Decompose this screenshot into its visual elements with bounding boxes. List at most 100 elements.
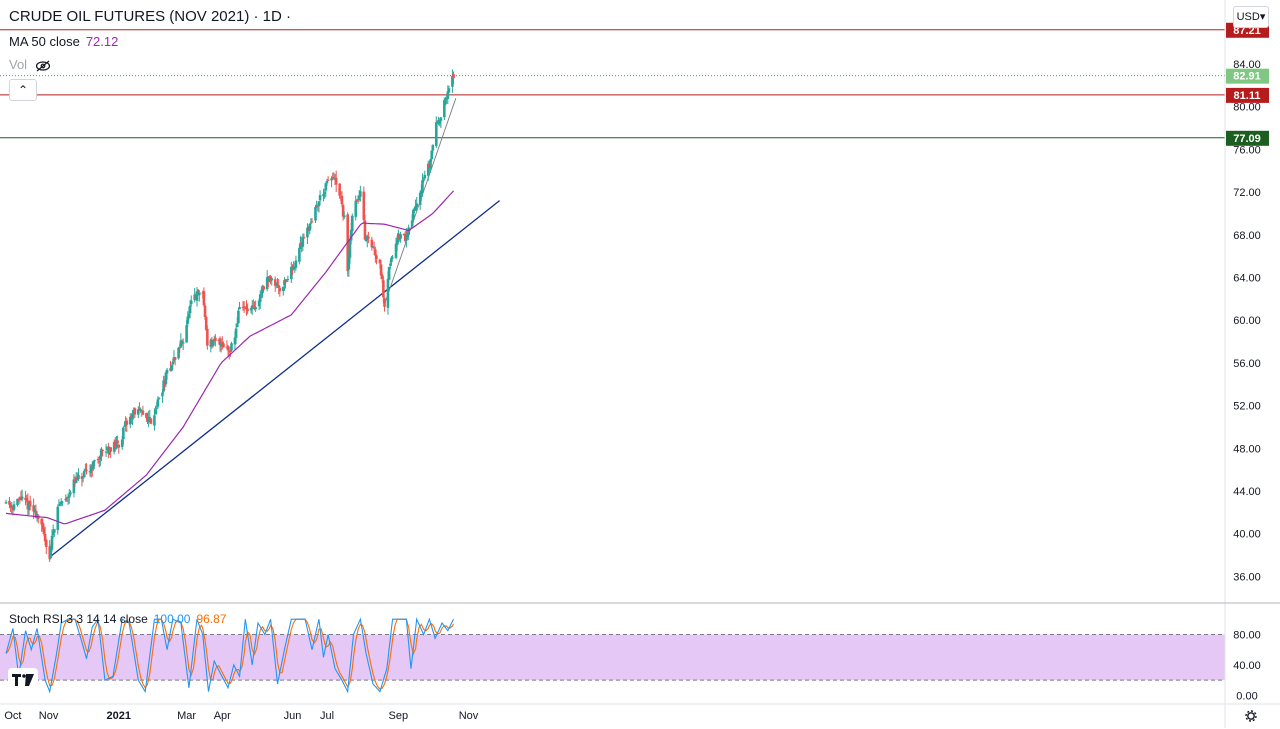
candle-body [226, 346, 230, 351]
candle-body [431, 144, 435, 151]
candle-body [341, 205, 345, 217]
candle-body [81, 477, 85, 479]
ma-legend[interactable]: MA 50 close 72.12 [9, 34, 118, 49]
candle-body [204, 316, 208, 330]
candle-body [322, 194, 325, 197]
candle-body [399, 234, 402, 239]
candle-body [57, 504, 61, 506]
level-price-label: 77.09 [1233, 133, 1261, 145]
tradingview-logo-icon[interactable] [8, 668, 38, 692]
candle-body [261, 288, 264, 294]
candle-body [222, 343, 225, 348]
stoch-rsi-legend[interactable]: Stoch RSI 3 3 14 14 close 100.00 96.87 [9, 612, 226, 626]
candle-body [446, 91, 450, 99]
candle-body [379, 264, 383, 276]
currency-label: USD [1236, 11, 1260, 23]
candle-body [218, 338, 222, 345]
time-tick-label: Jul [320, 710, 334, 722]
candle-body [173, 357, 177, 360]
candle-body [185, 325, 188, 343]
candle-body [187, 314, 191, 318]
time-tick-label: Nov [39, 710, 59, 722]
candle-body [357, 195, 361, 201]
level-price-badge [1226, 130, 1269, 146]
candle-body [115, 440, 118, 449]
candle-body [254, 307, 257, 310]
candle-body [139, 409, 142, 412]
price-tick-label: 48.00 [1233, 443, 1261, 455]
candle-body [356, 200, 360, 202]
candle-body [308, 223, 312, 231]
candle-body [285, 280, 289, 282]
candle-body [117, 444, 121, 448]
candle-body [131, 414, 134, 420]
candle-body [51, 530, 55, 535]
candle-body [206, 328, 209, 346]
candle-body [92, 461, 95, 470]
candle-body [186, 316, 190, 324]
currency-selector[interactable]: USD▾ [1233, 6, 1269, 28]
candle-body [165, 369, 169, 374]
stoch-tick-label: 0.00 [1236, 690, 1257, 702]
candle-body [395, 240, 399, 246]
price-tick-label: 36.00 [1233, 571, 1261, 583]
ma-50-line [5, 190, 454, 525]
candle-body [137, 409, 140, 415]
candle-body [44, 539, 48, 547]
stoch-band [0, 634, 1225, 681]
candle-body [28, 500, 32, 507]
stoch-tick-label: 40.00 [1233, 660, 1261, 672]
candle-body [265, 277, 269, 290]
candle-body [326, 179, 330, 181]
level-price-label: 81.11 [1234, 90, 1261, 102]
candle-body [301, 237, 305, 247]
candle-body [85, 469, 88, 471]
main-trendline[interactable] [49, 200, 500, 558]
candle-body [388, 263, 392, 266]
candle-body [147, 417, 150, 423]
volume-legend[interactable]: Vol [9, 57, 51, 72]
eye-hidden-icon[interactable] [35, 60, 51, 72]
candle-body [77, 474, 80, 480]
symbol-title[interactable]: CRUDE OIL FUTURES (NOV 2021) · 1D · [9, 8, 291, 25]
candle-body [237, 310, 240, 324]
candle-body [362, 191, 366, 220]
candle-body [252, 305, 255, 307]
candle-body [410, 220, 414, 227]
candle-body [330, 178, 333, 181]
candle-body [309, 222, 313, 224]
candle-body [310, 221, 314, 223]
ma-label: MA 50 close [9, 34, 80, 49]
candle-body [153, 415, 156, 426]
candle-body [42, 528, 46, 535]
price-tick-label: 72.00 [1233, 187, 1261, 199]
candle-body [258, 294, 262, 303]
candle-body [157, 397, 161, 399]
candle-body [154, 410, 157, 415]
time-tick-label: 2021 [107, 710, 131, 722]
candle-body [122, 427, 125, 440]
candle-body [340, 195, 344, 205]
candle-body [402, 233, 406, 236]
candle-body [249, 308, 253, 311]
candle-body [69, 492, 72, 495]
time-tick-label: Mar [177, 710, 196, 722]
candle-body [203, 305, 207, 318]
candle-body [351, 215, 354, 232]
candle-body [9, 504, 12, 507]
candle-body [438, 119, 442, 124]
candle-body [58, 503, 62, 505]
candle-body [283, 280, 286, 286]
gear-icon[interactable] [1243, 708, 1259, 729]
candle-body [349, 229, 353, 241]
candle-body [125, 420, 129, 425]
candle-body [20, 496, 24, 500]
candle-body [82, 470, 86, 478]
candle-body [374, 249, 377, 256]
collapse-legend-button[interactable]: ⌃ [9, 79, 37, 101]
candle-body [414, 206, 417, 211]
candle-body [104, 451, 108, 453]
time-tick-label: Nov [459, 710, 479, 722]
candle-body [418, 192, 422, 206]
candle-body [275, 283, 278, 285]
